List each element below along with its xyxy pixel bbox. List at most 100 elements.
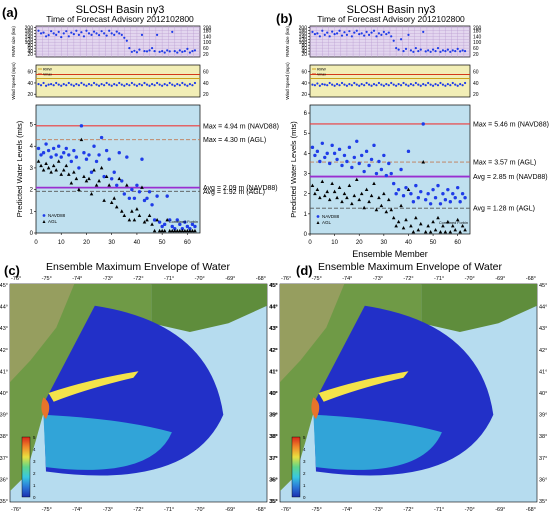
inner-legend-swatch — [42, 214, 46, 217]
chart-title: SLOSH Basin ny3 — [76, 4, 165, 16]
data-point — [449, 84, 452, 87]
map-y-tick-label: 37° — [270, 456, 278, 462]
water-point-agl — [426, 223, 430, 228]
water-point-navd88 — [362, 169, 366, 174]
water-point-navd88 — [347, 145, 352, 150]
water-point-navd88 — [409, 191, 413, 196]
water-point-navd88 — [453, 196, 457, 200]
water-point-agl — [362, 205, 366, 210]
data-point — [87, 32, 91, 35]
y-tick-label: 160 — [25, 31, 34, 37]
map-y-tick-label: 35° — [0, 499, 8, 505]
water-point-navd88 — [67, 153, 71, 157]
map-y-tick-label: 37° — [0, 456, 8, 462]
water-point-agl — [160, 228, 164, 233]
water-point-navd88 — [431, 187, 435, 192]
map-x-tick-label: -76° — [281, 507, 291, 513]
map-y-tick-label: 36° — [270, 477, 278, 483]
map-x-tick-label: -74° — [342, 276, 352, 282]
data-point — [173, 49, 176, 53]
map-y-tick-label: 40° — [269, 391, 277, 397]
water-point-agl — [340, 199, 344, 204]
map-y-tick-label: 40° — [270, 391, 278, 397]
data-point — [113, 33, 116, 36]
data-point — [55, 33, 58, 36]
map-x-tick-label: -73° — [373, 507, 383, 513]
data-point — [50, 82, 53, 86]
data-point — [47, 34, 50, 37]
water-point-navd88 — [416, 196, 421, 200]
inner-legend-swatch — [316, 221, 320, 224]
data-point — [188, 51, 192, 54]
water-point-navd88 — [357, 161, 361, 166]
data-point — [39, 84, 43, 87]
water-point-agl — [389, 207, 394, 212]
subplot-rmw: 2040608010012014016018020020601001401802… — [285, 25, 482, 58]
water-point-navd88 — [142, 198, 147, 203]
reference-label: Avg = 2.85 m (NAVD88) — [473, 174, 548, 181]
surge-high — [318, 371, 409, 402]
water-point-navd88 — [152, 218, 157, 222]
y-tick-label: 4 — [304, 151, 308, 157]
data-point — [128, 47, 131, 50]
colorbar-tick-label: 3 — [303, 459, 306, 464]
water-point-agl — [87, 176, 91, 181]
water-point-navd88 — [39, 153, 43, 157]
data-point — [100, 30, 103, 33]
reference-label: Avg = 1.28 m (AGL) — [473, 206, 535, 213]
data-point — [321, 82, 324, 86]
map-y-tick-label: 41° — [0, 369, 8, 375]
water-point-agl — [152, 228, 157, 233]
water-point-navd88 — [104, 148, 109, 153]
water-point-navd88 — [323, 155, 327, 160]
map-y-tick-label: 38° — [270, 434, 278, 440]
inner-legend-swatch — [42, 220, 46, 223]
data-point — [350, 35, 353, 38]
data-point — [85, 29, 88, 32]
data-point — [335, 32, 339, 35]
map-x-tick-label: -76° — [11, 276, 21, 282]
x-tick-label: 50 — [159, 240, 166, 246]
water-point-agl — [170, 228, 175, 233]
inner-legend-label: NAVD88 — [48, 213, 66, 218]
water-point-navd88 — [355, 139, 359, 143]
data-point — [188, 82, 192, 86]
y-tick-label: 180 — [25, 28, 34, 34]
data-point — [67, 35, 70, 38]
data-point — [407, 84, 410, 87]
water-point-navd88 — [367, 163, 371, 168]
water-point-agl — [335, 195, 339, 200]
map-x-tick-label: -69° — [225, 276, 235, 282]
y-tick-label-right: 20 — [203, 92, 209, 98]
map-x-tick-label: -68° — [526, 276, 536, 282]
panel-label: (d) — [296, 263, 313, 278]
data-point — [446, 82, 449, 86]
water-point-navd88 — [350, 165, 354, 170]
map-x-tick-label: -69° — [225, 507, 235, 513]
data-point — [191, 84, 194, 87]
data-point — [367, 83, 371, 86]
water-point-agl — [155, 217, 159, 222]
water-point-navd88 — [87, 153, 91, 157]
map-x-tick-label: -76° — [281, 276, 291, 282]
data-point — [372, 29, 376, 32]
water-point-navd88 — [145, 196, 149, 200]
water-point-navd88 — [382, 153, 386, 158]
water-point-navd88 — [369, 157, 374, 162]
map-x-tick-label: -74° — [342, 507, 352, 513]
water-point-agl — [112, 196, 117, 200]
map-x-tick-label: -76° — [11, 507, 21, 513]
data-point — [370, 31, 373, 34]
water-point-agl — [46, 165, 51, 170]
water-point-agl — [79, 137, 84, 142]
data-point — [37, 29, 40, 32]
water-point-navd88 — [162, 222, 167, 227]
data-point — [110, 32, 113, 35]
data-point — [120, 83, 123, 86]
data-point — [363, 84, 366, 87]
water-point-navd88 — [190, 222, 195, 227]
water-point-agl — [455, 217, 460, 222]
data-point — [138, 82, 141, 86]
water-point-navd88 — [183, 220, 187, 224]
